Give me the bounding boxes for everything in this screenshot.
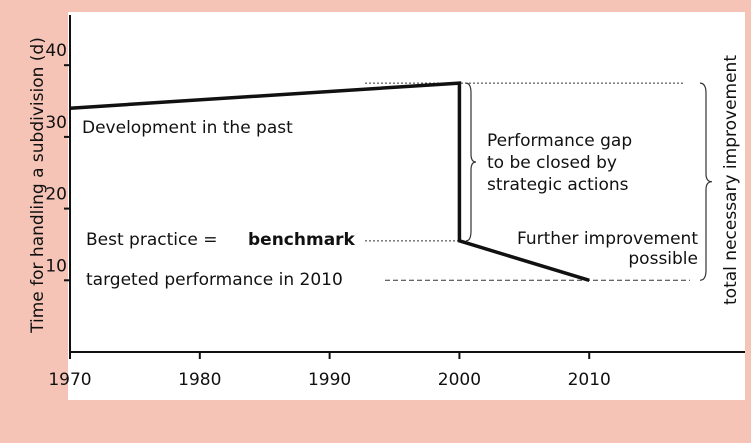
annotation: Further improvement xyxy=(517,229,698,249)
plot-area xyxy=(68,12,745,400)
y-tick-label: 10 xyxy=(45,256,67,276)
y-tick-label: 20 xyxy=(45,185,67,205)
annotation: strategic actions xyxy=(487,175,629,195)
annotation: Development in the past xyxy=(82,118,293,138)
x-tick-label: 1970 xyxy=(48,370,91,390)
x-tick-label: 2010 xyxy=(568,370,611,390)
x-tick-label: 2000 xyxy=(438,370,481,390)
brace xyxy=(465,82,477,242)
brace xyxy=(699,82,713,281)
annotation: total necessary improvement xyxy=(721,55,741,305)
y-tick-label: 40 xyxy=(45,41,67,61)
annotation: to be closed by xyxy=(487,153,617,173)
annotation: benchmark xyxy=(248,230,356,250)
line xyxy=(69,81,590,282)
y-axis-label: Time for handling a subdivision (d) xyxy=(28,37,48,334)
annotation: Performance gap xyxy=(487,131,632,151)
x-tick-label: 1980 xyxy=(178,370,221,390)
annotation: Best practice = xyxy=(86,230,217,250)
x-tick-label: 1990 xyxy=(308,370,351,390)
annotation: possible xyxy=(628,249,698,269)
y-tick-label: 30 xyxy=(45,113,67,133)
annotation: targeted performance in 2010 xyxy=(86,270,343,290)
